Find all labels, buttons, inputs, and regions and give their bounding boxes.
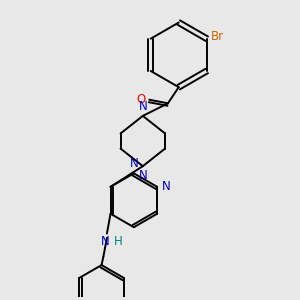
Text: N: N	[161, 180, 170, 193]
Text: H: H	[114, 235, 123, 248]
Text: N: N	[130, 157, 139, 170]
Text: N: N	[139, 100, 148, 113]
Text: N: N	[101, 235, 110, 248]
Text: O: O	[136, 92, 146, 106]
Text: N: N	[139, 169, 148, 182]
Text: Br: Br	[211, 30, 224, 44]
